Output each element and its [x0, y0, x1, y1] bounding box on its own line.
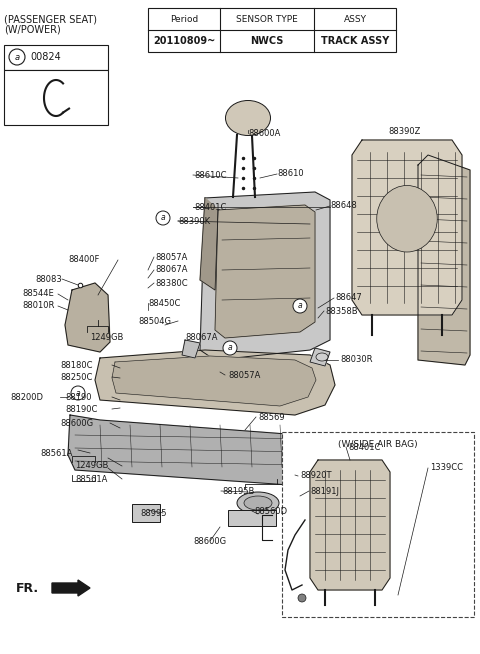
Text: 88544E: 88544E — [22, 290, 54, 298]
Text: 88400F: 88400F — [68, 256, 99, 264]
Text: 88600G: 88600G — [193, 536, 227, 545]
Ellipse shape — [377, 186, 437, 252]
Text: 88358B: 88358B — [325, 307, 358, 315]
Text: Period: Period — [170, 14, 198, 24]
Bar — [148, 8, 396, 52]
Polygon shape — [65, 283, 110, 352]
Polygon shape — [52, 580, 90, 596]
Text: 88504G: 88504G — [138, 317, 171, 326]
Text: (W/SIDE AIR BAG): (W/SIDE AIR BAG) — [338, 439, 418, 449]
Polygon shape — [112, 356, 316, 406]
Text: 88401C: 88401C — [194, 203, 227, 211]
Text: 20110809~: 20110809~ — [153, 36, 215, 46]
Text: 88057A: 88057A — [228, 371, 260, 379]
Text: 88600A: 88600A — [248, 128, 280, 137]
Text: a: a — [14, 52, 20, 61]
Text: FR.: FR. — [16, 581, 39, 594]
Ellipse shape — [244, 496, 272, 510]
Text: 88600G: 88600G — [60, 419, 93, 428]
Text: 88191J: 88191J — [310, 487, 339, 496]
Bar — [290, 498, 312, 510]
Text: 88401C: 88401C — [348, 443, 380, 451]
Text: (W/POWER): (W/POWER) — [4, 25, 61, 35]
Bar — [282, 432, 474, 617]
Text: 88250C: 88250C — [60, 373, 92, 381]
Text: 88450C: 88450C — [148, 298, 180, 307]
Circle shape — [223, 341, 237, 355]
Text: 88195B: 88195B — [222, 487, 254, 496]
Polygon shape — [310, 348, 330, 366]
Text: 1249GB: 1249GB — [90, 334, 123, 343]
Ellipse shape — [237, 492, 279, 514]
Polygon shape — [215, 205, 315, 338]
Circle shape — [156, 211, 170, 225]
Polygon shape — [182, 340, 200, 358]
Text: SENSOR TYPE: SENSOR TYPE — [236, 14, 298, 24]
Text: a: a — [228, 343, 232, 353]
Text: 1339CC: 1339CC — [430, 464, 463, 472]
Polygon shape — [418, 155, 470, 365]
Bar — [4, 45, 108, 70]
Text: 88030R: 88030R — [340, 356, 372, 364]
Bar — [132, 504, 160, 522]
Circle shape — [9, 49, 25, 65]
Polygon shape — [352, 140, 462, 315]
Text: 1249GB: 1249GB — [75, 462, 108, 470]
Text: a: a — [298, 301, 302, 311]
Circle shape — [293, 299, 307, 313]
Text: 88561A: 88561A — [40, 449, 72, 458]
Text: 00824: 00824 — [30, 52, 61, 62]
Text: 88390K: 88390K — [178, 216, 210, 226]
Text: (PASSENGER SEAT): (PASSENGER SEAT) — [4, 14, 97, 24]
Text: 88180C: 88180C — [60, 360, 93, 370]
Text: 88067A: 88067A — [185, 334, 217, 343]
Text: a: a — [161, 213, 165, 222]
Bar — [228, 510, 276, 526]
Text: a: a — [76, 388, 80, 398]
Text: 88190C: 88190C — [65, 405, 97, 413]
Ellipse shape — [226, 101, 271, 135]
Text: 88610: 88610 — [277, 169, 304, 179]
Text: 88610C: 88610C — [194, 171, 227, 179]
Polygon shape — [200, 198, 218, 290]
Text: 88190: 88190 — [65, 392, 92, 402]
Text: 88560D: 88560D — [254, 506, 287, 515]
Text: 88200D: 88200D — [10, 392, 43, 402]
Polygon shape — [68, 415, 320, 485]
Text: 88010R: 88010R — [22, 301, 54, 311]
Polygon shape — [310, 460, 390, 590]
Text: TRACK ASSY: TRACK ASSY — [321, 36, 389, 46]
Polygon shape — [95, 350, 335, 415]
Ellipse shape — [316, 353, 328, 361]
Text: ASSY: ASSY — [344, 14, 367, 24]
Text: 88390Z: 88390Z — [388, 128, 420, 137]
Text: 88083: 88083 — [35, 275, 62, 283]
Text: 88561A: 88561A — [75, 475, 108, 483]
Circle shape — [71, 386, 85, 400]
Text: 88380C: 88380C — [155, 279, 188, 288]
Bar — [4, 70, 108, 125]
Text: 88648: 88648 — [330, 201, 357, 211]
Text: 88057A: 88057A — [155, 252, 187, 262]
Text: 88067A: 88067A — [155, 266, 188, 275]
Text: 88569: 88569 — [258, 413, 285, 421]
Text: NWCS: NWCS — [250, 36, 284, 46]
Text: 88995: 88995 — [140, 509, 167, 517]
Text: 88920T: 88920T — [300, 472, 332, 481]
Polygon shape — [200, 192, 330, 360]
Circle shape — [298, 594, 306, 602]
Text: 88647: 88647 — [335, 294, 362, 303]
